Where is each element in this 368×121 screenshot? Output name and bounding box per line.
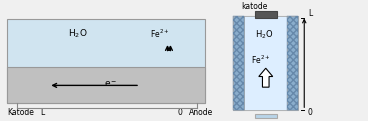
Bar xyxy=(233,15,244,110)
Bar xyxy=(233,15,244,110)
Text: 0: 0 xyxy=(177,108,182,117)
Bar xyxy=(287,15,298,110)
Bar xyxy=(244,15,287,110)
Bar xyxy=(7,19,205,103)
Text: Katode: Katode xyxy=(7,108,34,117)
Text: L: L xyxy=(308,9,312,18)
Bar xyxy=(233,15,298,110)
Text: L: L xyxy=(41,108,45,117)
Text: Anode: Anode xyxy=(189,108,213,117)
Text: H$_2$O: H$_2$O xyxy=(68,28,88,40)
FancyArrow shape xyxy=(259,68,273,87)
Bar xyxy=(287,15,298,110)
Text: H$_2$O: H$_2$O xyxy=(255,29,273,41)
Bar xyxy=(7,67,205,103)
Bar xyxy=(255,11,277,18)
Text: Fe$^{2+}$: Fe$^{2+}$ xyxy=(151,28,170,40)
Bar xyxy=(255,114,277,118)
Text: e$^-$: e$^-$ xyxy=(104,79,117,89)
Text: 0: 0 xyxy=(308,108,313,117)
Text: Fe$^{2+}$: Fe$^{2+}$ xyxy=(251,54,271,66)
Text: katode: katode xyxy=(241,2,268,11)
